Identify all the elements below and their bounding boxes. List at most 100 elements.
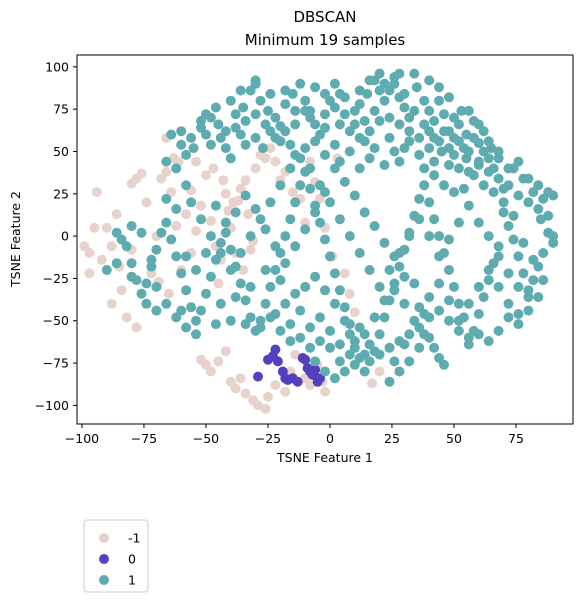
point-series-1-395 (503, 312, 514, 323)
point-series-1-90 (478, 180, 489, 191)
legend: -1 0 1 (83, 519, 149, 593)
point-series-1-268 (290, 119, 301, 130)
point-series-1-208 (300, 281, 311, 292)
point-series-1-331 (339, 176, 350, 187)
point-series-1-320 (449, 187, 459, 198)
point-series-1-424 (364, 126, 375, 137)
point-series-1-82 (429, 156, 440, 167)
point-series-1-80 (419, 163, 430, 174)
point-series-1-160 (280, 231, 291, 242)
point-series-1-227 (404, 356, 415, 367)
point-series--1-90 (79, 241, 90, 252)
point-series-1-410 (354, 322, 365, 333)
point-series-1-296 (305, 163, 316, 174)
y-tick-label: −50 (43, 313, 69, 328)
point-series-1-151 (325, 251, 335, 262)
point-series-1-365 (325, 342, 335, 353)
legend-label--1: -1 (128, 531, 140, 546)
point-series-1-112 (518, 268, 529, 279)
point-series-1-233 (424, 292, 435, 303)
point-series-0-4 (272, 356, 283, 367)
point-series-1-419 (305, 112, 316, 123)
point-series-1-348 (171, 204, 182, 214)
point-series-1-274 (230, 122, 241, 133)
point-series-1-309 (434, 251, 445, 262)
point-series-1-159 (285, 214, 296, 225)
series--1 (79, 132, 385, 414)
point-series--1-83 (106, 298, 117, 309)
point-series-1-269 (280, 126, 291, 137)
point-series-1-353 (230, 292, 241, 303)
point-series-1-199 (181, 322, 192, 333)
point-series-1-260 (369, 105, 380, 116)
point-series-1-52 (205, 139, 216, 150)
point-series-1-431 (434, 136, 445, 147)
point-series--1-2 (84, 268, 95, 279)
point-series-1-409 (364, 339, 375, 350)
point-series-1-266 (310, 82, 321, 93)
point-series-1-38 (439, 109, 449, 120)
point-series-1-12 (295, 78, 306, 89)
point-series-1-360 (315, 312, 325, 323)
point-series-1-148 (339, 302, 350, 313)
y-axis-label: TSNE Feature 2 (8, 191, 23, 288)
point-series-1-110 (528, 275, 539, 286)
point-series--1-72 (270, 380, 281, 391)
point-series-1-326 (389, 251, 400, 262)
point-series-1-152 (320, 234, 330, 245)
point-series-1-299 (334, 214, 345, 225)
point-series-1-428 (404, 126, 415, 137)
point-series-1-271 (260, 119, 271, 130)
point-series-1-172 (220, 227, 231, 238)
point-series-1-316 (503, 268, 514, 279)
point-series--1-63 (220, 346, 231, 357)
point-series-1-61 (285, 139, 296, 150)
point-series--1-84 (121, 312, 132, 323)
point-series-1-337 (280, 258, 291, 269)
point-series-1-367 (305, 342, 316, 353)
point-series-1-21 (339, 109, 350, 120)
point-series-1-281 (161, 156, 172, 167)
point-series-1-306 (404, 231, 415, 242)
point-series-1-236 (453, 315, 464, 326)
point-series-1-197 (161, 298, 172, 309)
point-series-1-345 (201, 248, 211, 258)
point-series-1-437 (493, 146, 504, 157)
point-series-1-75 (389, 146, 400, 157)
point-series-1-389 (543, 210, 554, 221)
point-series-1-369 (285, 336, 296, 347)
point-series-1-164 (260, 298, 271, 309)
point-series-1-441 (339, 366, 350, 377)
point-series-1-53 (220, 143, 231, 154)
point-series-1-162 (270, 265, 281, 275)
point-series-1-116 (498, 207, 509, 218)
point-series-1-290 (245, 231, 256, 242)
point-series-1-279 (176, 139, 187, 150)
point-series-1-173 (215, 237, 226, 248)
point-series-1-303 (374, 281, 385, 292)
point-series-1-34 (419, 95, 430, 106)
point-series-1-295 (295, 153, 306, 164)
point-series-1-275 (215, 132, 226, 143)
point-series-1-125 (453, 298, 464, 309)
point-series-1-157 (295, 180, 306, 191)
point-series-1-442 (349, 359, 360, 370)
point-series--1-26 (201, 170, 211, 181)
y-tick-label: −25 (43, 271, 69, 286)
point-series-1-385 (503, 163, 514, 174)
point-series-1-333 (320, 187, 330, 198)
point-series-1-285 (196, 214, 206, 225)
point-series--1-8 (116, 285, 127, 296)
point-series--1-66 (235, 373, 246, 384)
point-series-0-15 (310, 364, 321, 375)
point-series-1-239 (483, 265, 494, 275)
point-series-1-196 (146, 254, 157, 265)
point-series-1-387 (523, 173, 534, 184)
point-series-1-115 (503, 221, 514, 231)
point-series--1-40 (250, 163, 261, 174)
point-series-1-11 (287, 88, 298, 99)
legend-marker-0 (99, 554, 109, 564)
point-series-1-422 (344, 126, 355, 137)
point-series-1-286 (205, 231, 216, 242)
point-series-1-209 (310, 271, 321, 282)
